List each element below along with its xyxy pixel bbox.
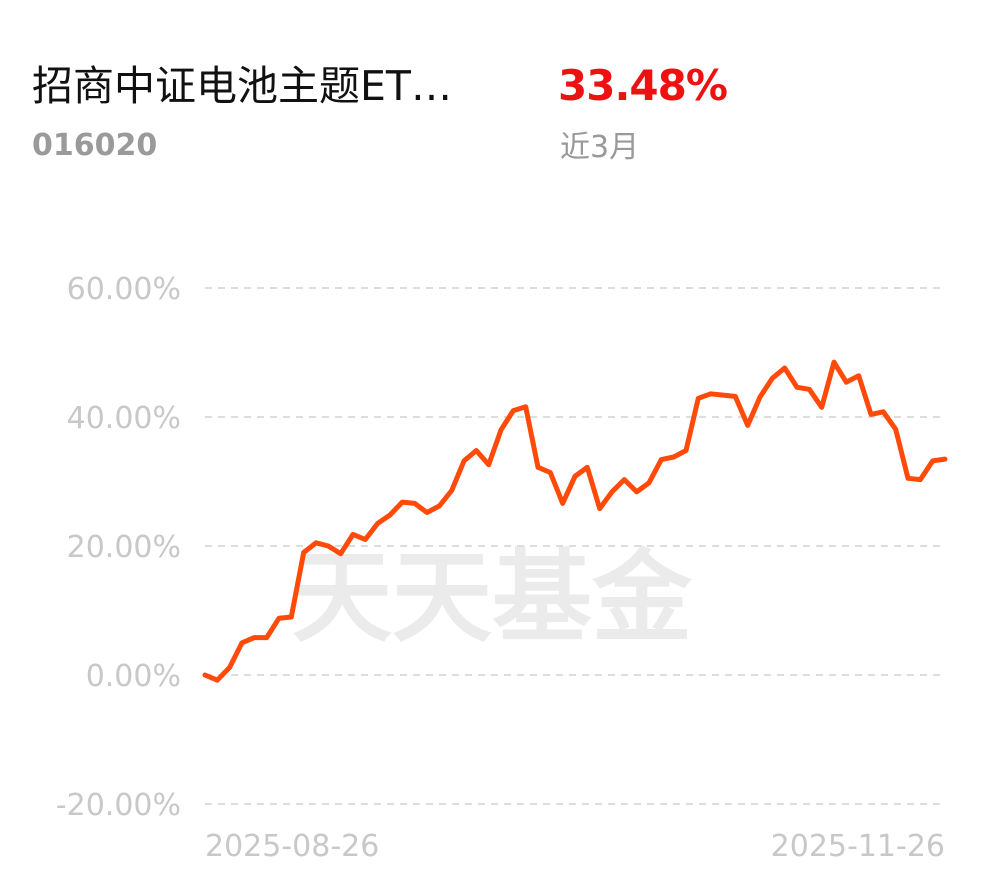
fund-name: 招商中证电池主题ET… <box>32 62 452 110</box>
y-tick-label: -20.00% <box>56 788 181 823</box>
x-axis-labels: 2025-08-26 2025-11-26 <box>205 829 945 864</box>
x-tick-label: 2025-11-26 <box>771 829 945 864</box>
return-value: 33.48% <box>558 61 728 110</box>
y-tick-label: 0.00% <box>86 659 181 694</box>
watermark-text: 天天基金 <box>292 539 693 656</box>
chart-series <box>202 359 948 683</box>
fund-code: 016020 <box>32 128 158 163</box>
series-line <box>202 359 948 683</box>
chart-grid <box>205 287 945 805</box>
y-tick-label: 20.00% <box>67 530 181 565</box>
return-period: 近3月 <box>560 130 640 165</box>
y-tick-label: 40.00% <box>67 401 181 436</box>
x-tick-label: 2025-08-26 <box>205 829 379 864</box>
y-tick-label: 60.00% <box>67 272 181 307</box>
y-axis-labels: 60.00% 40.00% 20.00% 0.00% -20.00% <box>56 272 181 823</box>
